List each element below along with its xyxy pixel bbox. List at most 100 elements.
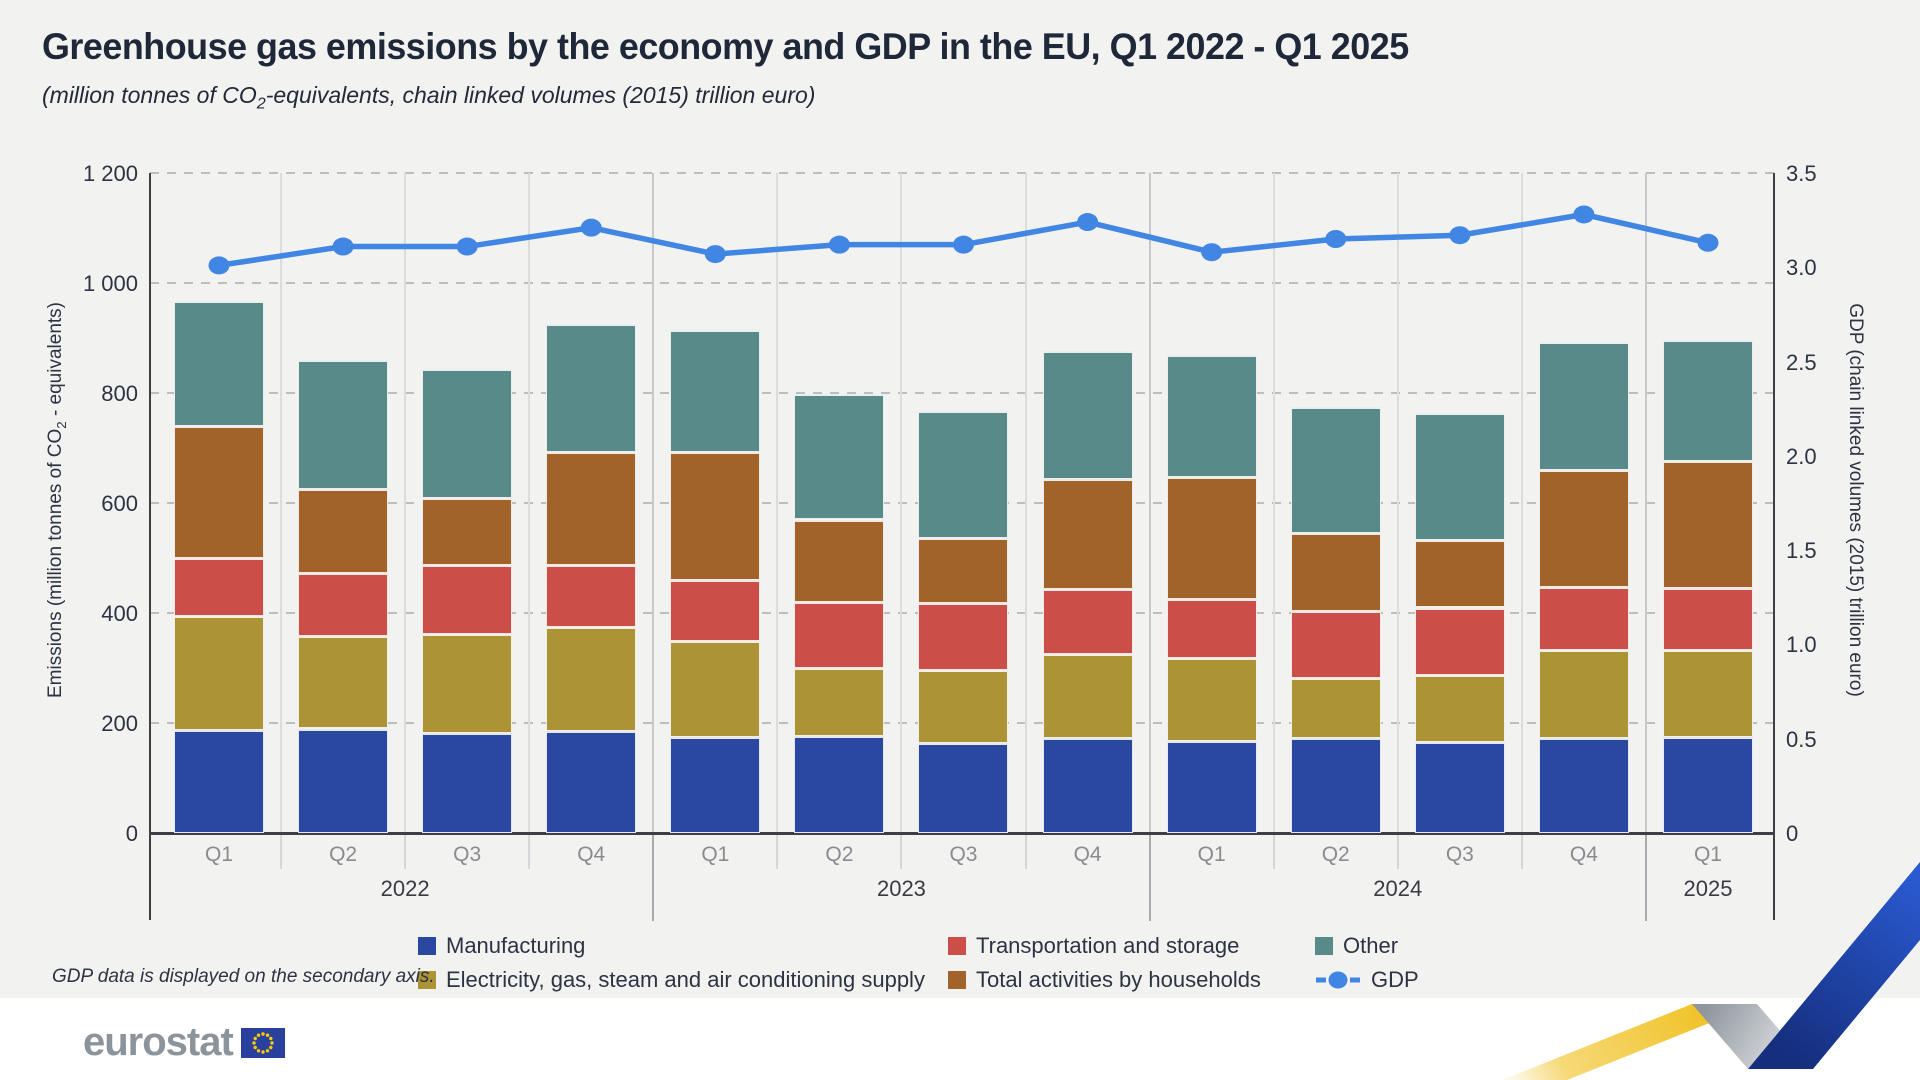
legend-swatch-icon	[1315, 937, 1333, 955]
legend-item: Manufacturing	[418, 933, 585, 958]
bar-segment-manufacturing	[422, 732, 513, 833]
year-separator-line	[1644, 173, 1647, 833]
right-axis-tick-label: 1.0	[1786, 632, 1817, 658]
bar-segment-manufacturing	[1290, 738, 1381, 833]
year-tick	[1148, 833, 1151, 921]
quarter-separator-line	[776, 173, 779, 833]
legend-swatch-icon	[418, 971, 436, 989]
year-separator-line	[652, 173, 655, 833]
bar-segment-electricity	[670, 640, 761, 737]
bar-segment-transportation-and-storage	[918, 602, 1009, 670]
bar-segment-other	[670, 329, 761, 453]
bar-segment-other	[918, 410, 1009, 538]
quarter-label: Q1	[701, 843, 730, 866]
bar-segment-other	[422, 369, 513, 499]
quarter-label: Q3	[1445, 843, 1474, 866]
legend-item: Total activities by households	[948, 967, 1261, 992]
legend-item-gdp: GDP	[1315, 967, 1419, 992]
bar-segment-other	[1166, 354, 1257, 478]
bar-segment-electricity	[298, 636, 389, 729]
bar-segment-total-activities-by-households	[298, 489, 389, 573]
bar-segment-total-activities-by-households	[174, 426, 264, 558]
secondary-axis-footnote: GDP data is displayed on the secondary a…	[52, 966, 435, 987]
legend-label: GDP	[1371, 967, 1419, 992]
bar-segment-manufacturing	[298, 728, 389, 833]
right-axis-line	[1773, 173, 1775, 920]
year-label: 2024	[1373, 876, 1423, 901]
year-tick	[652, 833, 655, 921]
quarter-label: Q1	[204, 843, 233, 866]
legend-swatch-icon	[418, 937, 436, 955]
right-axis-tick-label: 3.5	[1786, 161, 1817, 186]
bar-segment-total-activities-by-households	[1290, 533, 1381, 612]
bar-segment-total-activities-by-households	[1414, 539, 1505, 608]
bar-segment-total-activities-by-households	[794, 519, 885, 602]
quarter-tick	[1520, 833, 1523, 869]
bar-segment-transportation-and-storage	[794, 602, 885, 668]
quarter-separator-line	[404, 173, 407, 833]
quarter-label: Q2	[329, 843, 358, 866]
left-axis-tick-label: 1 000	[82, 271, 138, 296]
bar-segment-total-activities-by-households	[918, 537, 1009, 603]
bar-segment-manufacturing	[1662, 736, 1753, 833]
quarter-tick	[1272, 833, 1275, 869]
quarter-separator-line	[1024, 173, 1027, 833]
bar-segment-other	[1662, 339, 1753, 462]
legend-swatch-icon	[948, 971, 966, 989]
bar-segment-other	[1042, 350, 1133, 480]
left-axis-tick-label: 0	[125, 821, 138, 846]
bar-segment-manufacturing	[1166, 740, 1257, 833]
quarter-separator-line	[900, 173, 903, 833]
bar-segment-transportation-and-storage	[1166, 599, 1257, 659]
left-axis-tick-label: 800	[101, 381, 138, 406]
bar-segment-electricity	[1414, 675, 1505, 743]
quarter-label: Q1	[1197, 843, 1226, 866]
quarter-separator-line	[528, 173, 531, 833]
eurostat-logo: eurostat	[83, 1020, 285, 1065]
quarter-label: Q2	[825, 843, 854, 866]
year-label: 2023	[876, 876, 926, 901]
legend-label: Other	[1343, 933, 1399, 958]
bar-segment-manufacturing	[174, 730, 264, 833]
legend-label: Total activities by households	[976, 967, 1261, 992]
quarter-label: Q3	[453, 843, 482, 866]
quarter-tick	[280, 833, 283, 869]
bar-segment-transportation-and-storage	[1290, 611, 1381, 679]
right-axis-tick-label: 2.0	[1786, 443, 1817, 469]
bar-segment-manufacturing	[918, 743, 1009, 833]
quarter-label: Q4	[1073, 843, 1102, 866]
quarter-separator-line	[1520, 173, 1523, 833]
bar-segment-total-activities-by-households	[546, 451, 637, 565]
bar-segment-manufacturing	[1538, 738, 1629, 833]
legend-item: Electricity, gas, steam and air conditio…	[418, 967, 925, 992]
bar-segment-transportation-and-storage	[1414, 607, 1505, 676]
quarter-separator-line	[1396, 173, 1399, 833]
eurostat-logo-text: eurostat	[83, 1020, 234, 1064]
bar-segment-transportation-and-storage	[670, 580, 761, 641]
bar-segment-manufacturing	[1414, 742, 1505, 833]
page-subtitle: (million tonnes of CO2-equivalents, chai…	[42, 82, 816, 113]
right-axis-tick-label: 1.5	[1786, 538, 1817, 564]
bar-segment-manufacturing	[670, 736, 761, 833]
gridline	[150, 282, 1774, 284]
year-label: 2022	[380, 876, 430, 901]
year-tick	[1644, 833, 1647, 921]
legend-item: Transportation and storage	[948, 933, 1239, 958]
bar-segment-transportation-and-storage	[1538, 586, 1629, 650]
bar-segment-electricity	[546, 626, 637, 732]
bar-segment-electricity	[1166, 658, 1257, 741]
left-axis-tick-label: 600	[101, 491, 138, 516]
quarter-tick	[404, 833, 407, 869]
year-separator-line	[1148, 173, 1151, 833]
right-axis-tick-label: 2.5	[1786, 349, 1817, 375]
right-axis-title: GDP (chain linked volumes (2015) trillio…	[1845, 303, 1866, 697]
bar-segment-electricity	[1290, 678, 1381, 739]
bar-segment-electricity	[422, 633, 513, 733]
left-axis-tick-label: 200	[101, 711, 138, 736]
legend-item: Other	[1315, 933, 1399, 958]
left-axis-line	[149, 173, 151, 920]
x-axis-line	[150, 832, 1774, 835]
bar-segment-manufacturing	[546, 731, 637, 833]
